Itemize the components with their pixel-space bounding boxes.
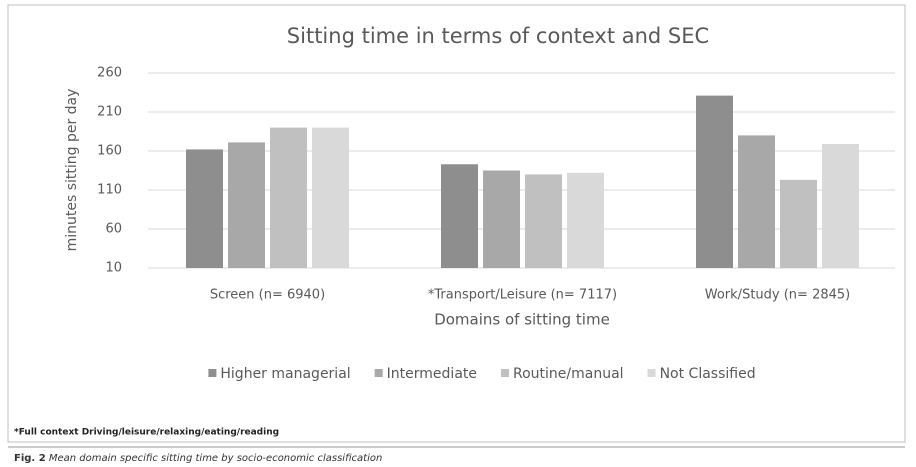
bar (270, 127, 307, 268)
y-tick-label: 60 (105, 222, 122, 237)
legend-label: Intermediate (387, 366, 477, 382)
x-tick-label: Work/Study (n= 2845) (705, 288, 850, 303)
chart-frame (7, 4, 906, 443)
caption-label: Fig. 2 (14, 453, 46, 464)
bar (822, 143, 859, 268)
y-tick-label: 210 (97, 105, 122, 120)
legend-label: Higher managerial (220, 366, 350, 382)
footnote: *Full context Driving/leisure/relaxing/e… (14, 428, 279, 438)
caption: Fig. 2 Mean domain specific sitting time… (14, 453, 382, 464)
legend-label: Not Classified (660, 366, 756, 382)
bar (525, 174, 562, 268)
legend-swatch (501, 369, 510, 377)
bar (696, 95, 733, 269)
bar (738, 135, 775, 268)
legend-label: Routine/manual (513, 366, 624, 382)
legend-swatch (208, 369, 217, 377)
bar (780, 179, 817, 268)
bar (567, 172, 604, 268)
bar (186, 149, 223, 268)
legend-swatch (374, 369, 383, 377)
legend-swatch (647, 369, 656, 377)
y-tick-label: 110 (97, 183, 122, 198)
y-axis-label: minutes sitting per day (64, 89, 80, 252)
y-tick-label: 10 (105, 261, 122, 276)
bar (441, 164, 478, 268)
x-axis-label: Domains of sitting time (434, 311, 610, 329)
bar (228, 142, 265, 268)
bar (312, 127, 349, 268)
caption-text: Mean domain specific sitting time by soc… (49, 453, 382, 464)
chart-title: Sitting time in terms of context and SEC (287, 24, 709, 48)
x-tick-label: Screen (n= 6940) (210, 288, 325, 303)
bar (483, 170, 520, 268)
y-tick-label: 160 (97, 144, 122, 159)
y-tick-label: 260 (97, 66, 122, 81)
x-tick-label: *Transport/Leisure (n= 7117) (428, 288, 617, 303)
